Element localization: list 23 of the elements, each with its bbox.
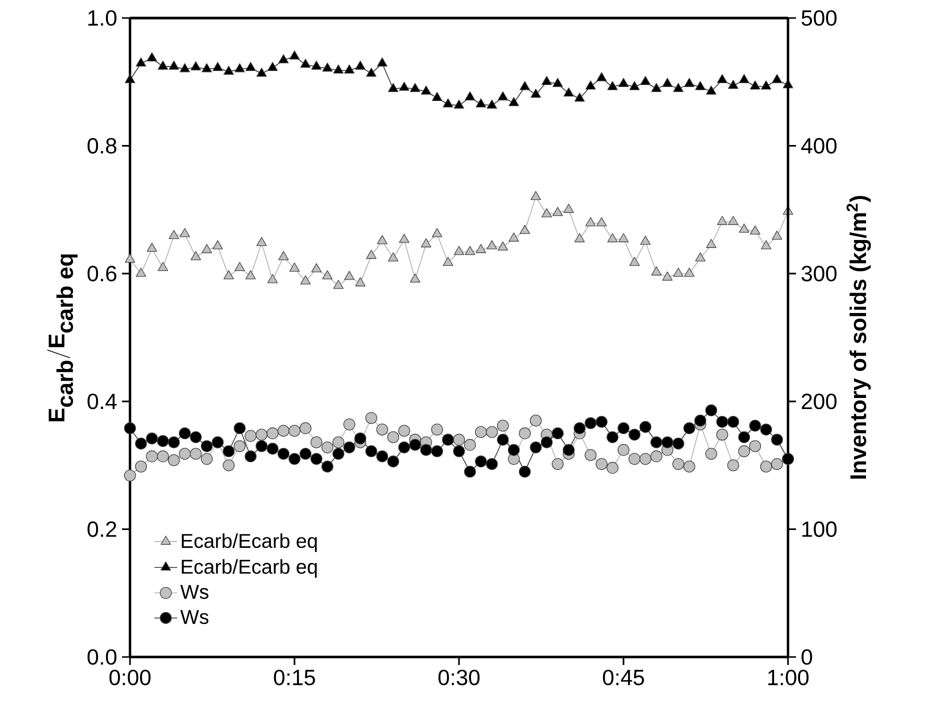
legend-label: Ws	[180, 610, 208, 624]
y2-tick-label: 200	[802, 394, 837, 410]
x-tick-label: 0:00	[109, 670, 151, 686]
x-tick-label: 1:00	[768, 670, 809, 686]
y-tick-label: 0.0	[88, 649, 116, 665]
x-tick-label: 0:45	[602, 670, 644, 686]
text: Inventory of solids (kg/m$^{2}$)	[846, 196, 871, 479]
x-tick-label: 0:30	[438, 670, 480, 686]
legend-label: Ecarb/Ecarb eq	[182, 533, 317, 552]
y-tick-label: 0.6	[88, 266, 116, 282]
y-tick-label: 0.2	[88, 521, 116, 537]
y2-tick-label: 300	[802, 266, 837, 282]
y2-tick-label: 100	[802, 521, 837, 537]
x-tick-label: 0:15	[274, 670, 315, 686]
y-tick-label: 0.4	[88, 394, 117, 410]
legend-label: Ws	[180, 584, 208, 599]
y2-tick-label: 400	[801, 138, 837, 154]
y-tick-label: 0.8	[88, 138, 116, 154]
y-axis-title: $\textbf{E}_{\textbf{carb}}/\textbf{E}_{\textbf{carb eq}}$	[47, 254, 78, 422]
y2-tick-label: 0	[802, 649, 812, 665]
y-tick-label: 1.0	[88, 10, 116, 26]
y2-tick-label: 500	[802, 10, 837, 26]
legend-label: Ecarb/Ecarb eq	[182, 559, 317, 578]
